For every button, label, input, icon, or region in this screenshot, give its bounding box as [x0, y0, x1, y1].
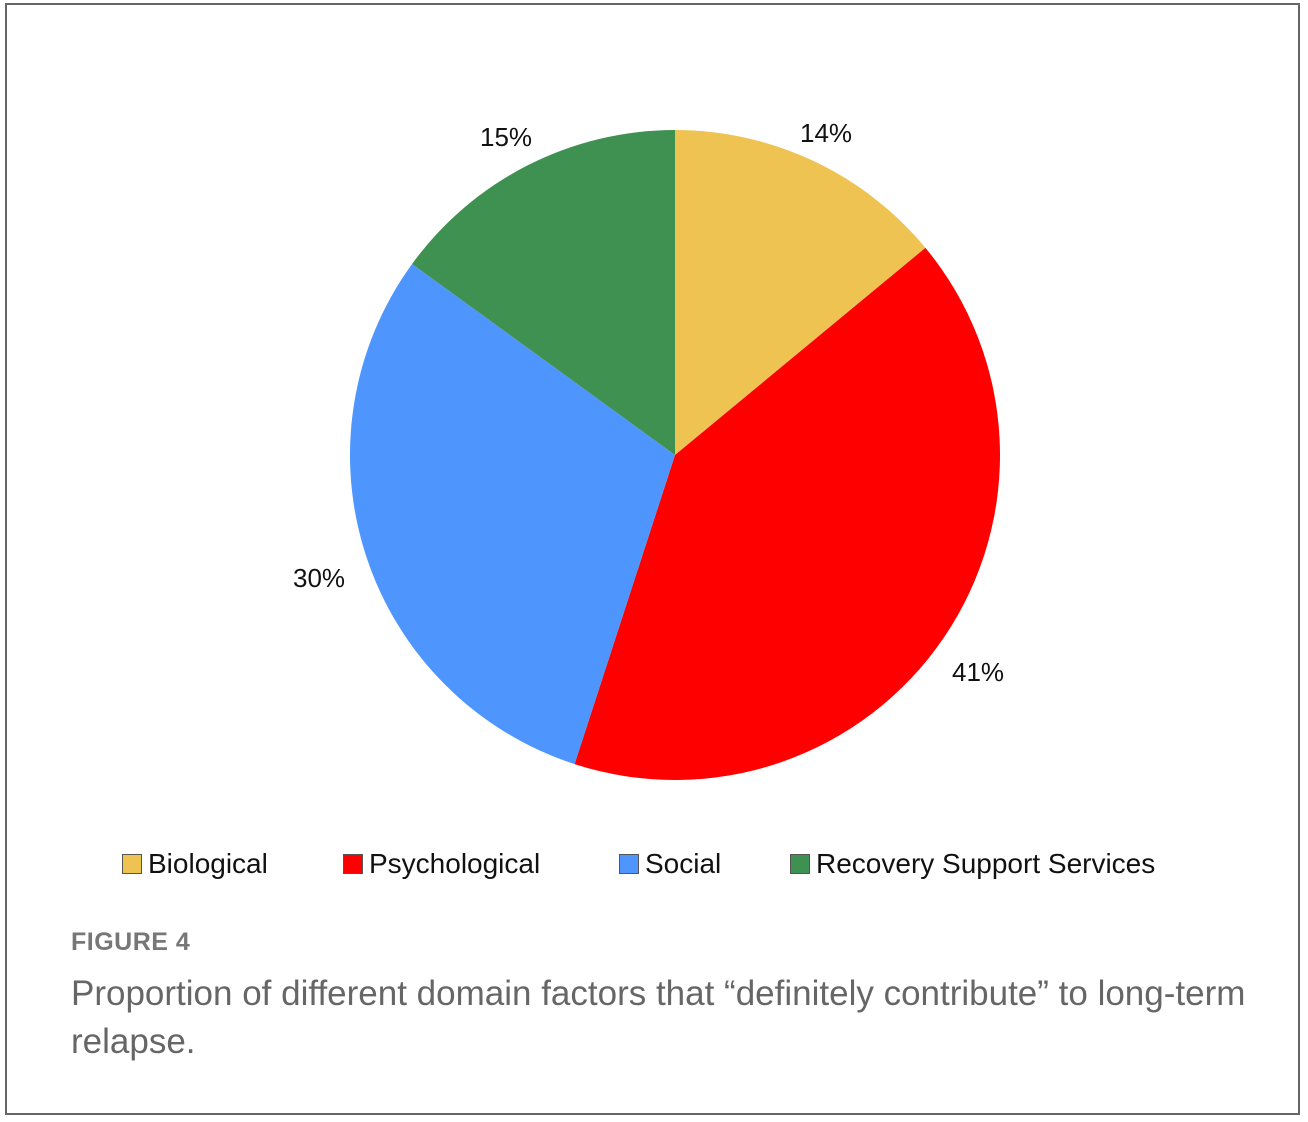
legend-label: Biological: [148, 848, 268, 879]
slice-label-biological: 14%: [800, 118, 853, 148]
slice-label-social: 30%: [293, 563, 346, 593]
chart-legend: Biological Psychological Social Recovery…: [0, 848, 1308, 884]
legend-item-recovery-support: Recovery Support Services: [790, 848, 1155, 880]
figure-number: FIGURE 4: [71, 928, 191, 956]
legend-swatch-social: [619, 854, 639, 874]
slice-label-psychological: 41%: [952, 657, 1005, 687]
legend-label: Social: [645, 848, 722, 879]
legend-swatch-psychological: [343, 854, 363, 874]
slice-label-recovery-support: 15%: [480, 122, 533, 152]
legend-label: Psychological: [369, 848, 541, 879]
pie-slice-biological: [675, 130, 926, 455]
legend-label: Recovery Support Services: [816, 848, 1156, 879]
legend-item-social: Social: [619, 848, 721, 880]
pie-slice-recovery-support: [412, 130, 675, 455]
legend-item-psychological: Psychological: [343, 848, 540, 880]
legend-swatch-recovery-support: [790, 854, 810, 874]
figure-caption: Proportion of different domain factors t…: [71, 974, 1246, 1061]
legend-item-biological: Biological: [122, 848, 268, 880]
legend-swatch-biological: [122, 854, 142, 874]
pie-slice-psychological: [574, 247, 1001, 781]
pie-slice-social: [349, 263, 675, 765]
